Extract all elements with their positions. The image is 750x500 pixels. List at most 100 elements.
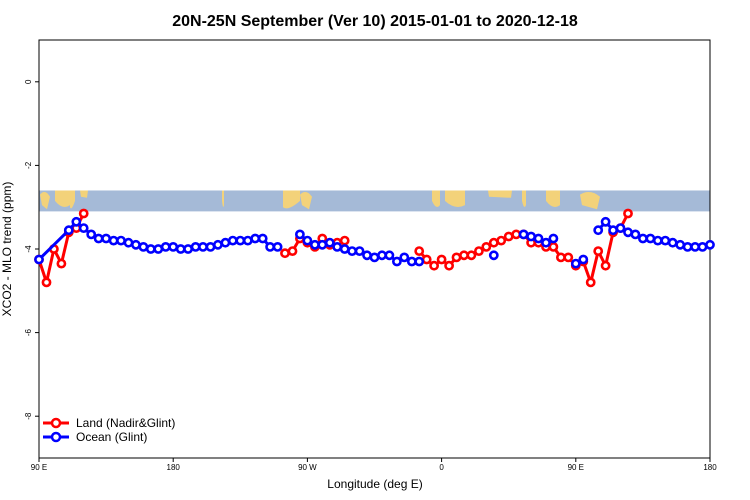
data-point [593, 225, 604, 236]
data-point [623, 208, 633, 219]
data-point [652, 235, 663, 246]
data-point [667, 237, 678, 248]
data-point [429, 260, 439, 271]
y-axis-label: XCO2 - MLO trend (ppm) [0, 182, 14, 317]
map-land-patch [488, 190, 512, 198]
data-point [600, 216, 611, 227]
data-point [705, 239, 715, 250]
x-tick-label: 90 W [298, 463, 317, 472]
data-point [444, 260, 454, 271]
data-point [168, 241, 179, 252]
data-point [518, 229, 529, 240]
data-point [130, 239, 141, 250]
legend-land-label: Land (Nadir&Glint) [76, 416, 175, 430]
map-land-patch [432, 190, 440, 207]
map-land-patch [80, 190, 88, 198]
data-point [526, 231, 536, 242]
data-point [198, 241, 208, 252]
data-point [56, 258, 67, 269]
data-point [503, 231, 514, 242]
x-tick-label: 90 E [568, 463, 584, 472]
data-point [399, 252, 410, 263]
data-point [391, 256, 402, 267]
data-point [332, 241, 343, 252]
y-tick-label: -2 [24, 161, 33, 169]
data-point [272, 241, 283, 252]
data-point [466, 250, 477, 261]
data-point [638, 233, 648, 244]
data-point [473, 246, 484, 256]
data-point [354, 246, 365, 256]
map-land-patch [445, 190, 465, 207]
data-point [481, 241, 492, 252]
y-tick-label: -4 [24, 245, 33, 253]
legend-item-ocean: Ocean (Glint) [43, 430, 147, 444]
data-point [548, 233, 559, 244]
data-point [257, 233, 268, 244]
data-point [93, 233, 104, 244]
data-point [63, 225, 74, 236]
data-point [250, 233, 261, 244]
data-point [630, 229, 641, 240]
data-point [615, 223, 626, 233]
data-point [78, 223, 89, 233]
x-axis: 90 E 180 90 W 0 90 E 180 [31, 458, 717, 472]
data-point [212, 239, 223, 250]
x-axis-label: Longitude (deg E) [327, 477, 422, 491]
map-ocean-band [39, 190, 710, 212]
data-point [324, 237, 335, 248]
data-point [533, 233, 544, 244]
x-tick-label: 0 [439, 463, 444, 472]
data-point [302, 235, 313, 246]
data-point [384, 250, 395, 261]
data-point [570, 258, 581, 269]
x-tick-label: 180 [703, 463, 717, 472]
data-point [541, 237, 551, 248]
data-point [496, 235, 507, 246]
series-ocean [34, 216, 715, 269]
legend-ocean-marker [50, 431, 62, 443]
data-point [317, 239, 328, 250]
data-point [265, 241, 275, 252]
y-tick-label: -8 [24, 412, 33, 420]
y-tick-label: 0 [24, 79, 33, 84]
data-point [585, 277, 596, 288]
data-point [160, 241, 171, 252]
data-point [593, 246, 604, 256]
data-point [86, 229, 97, 240]
data-point [414, 246, 425, 256]
data-point [145, 244, 156, 254]
data-point [227, 235, 238, 246]
legend: Land (Nadir&Glint) Ocean (Glint) [43, 416, 175, 444]
map-land-patch [283, 190, 300, 209]
data-point [339, 235, 350, 246]
map-land-patch [546, 190, 560, 207]
data-point [183, 244, 193, 254]
map-land-patch [222, 190, 224, 207]
series-layer [34, 208, 715, 288]
background-map-strip [39, 190, 710, 212]
map-land-patch [300, 192, 312, 210]
chart-title: 20N-25N September (Ver 10) 2015-01-01 to… [172, 13, 578, 30]
data-point [34, 254, 44, 265]
data-point [235, 235, 246, 246]
data-point [294, 229, 305, 240]
map-land-patch [70, 190, 75, 209]
data-point [347, 246, 357, 256]
data-point [116, 235, 126, 246]
data-point [600, 260, 611, 271]
data-point [488, 250, 499, 261]
data-point [548, 241, 559, 252]
legend-land-marker [50, 417, 62, 429]
x-tick-label: 90 E [31, 463, 47, 472]
y-tick-label: -6 [24, 328, 33, 336]
map-land-patch [40, 192, 50, 210]
data-point [563, 252, 574, 263]
data-point [697, 241, 708, 252]
data-point [682, 241, 693, 252]
data-point [578, 254, 589, 265]
data-point [71, 216, 82, 227]
data-point [414, 256, 425, 267]
data-point [451, 252, 462, 263]
